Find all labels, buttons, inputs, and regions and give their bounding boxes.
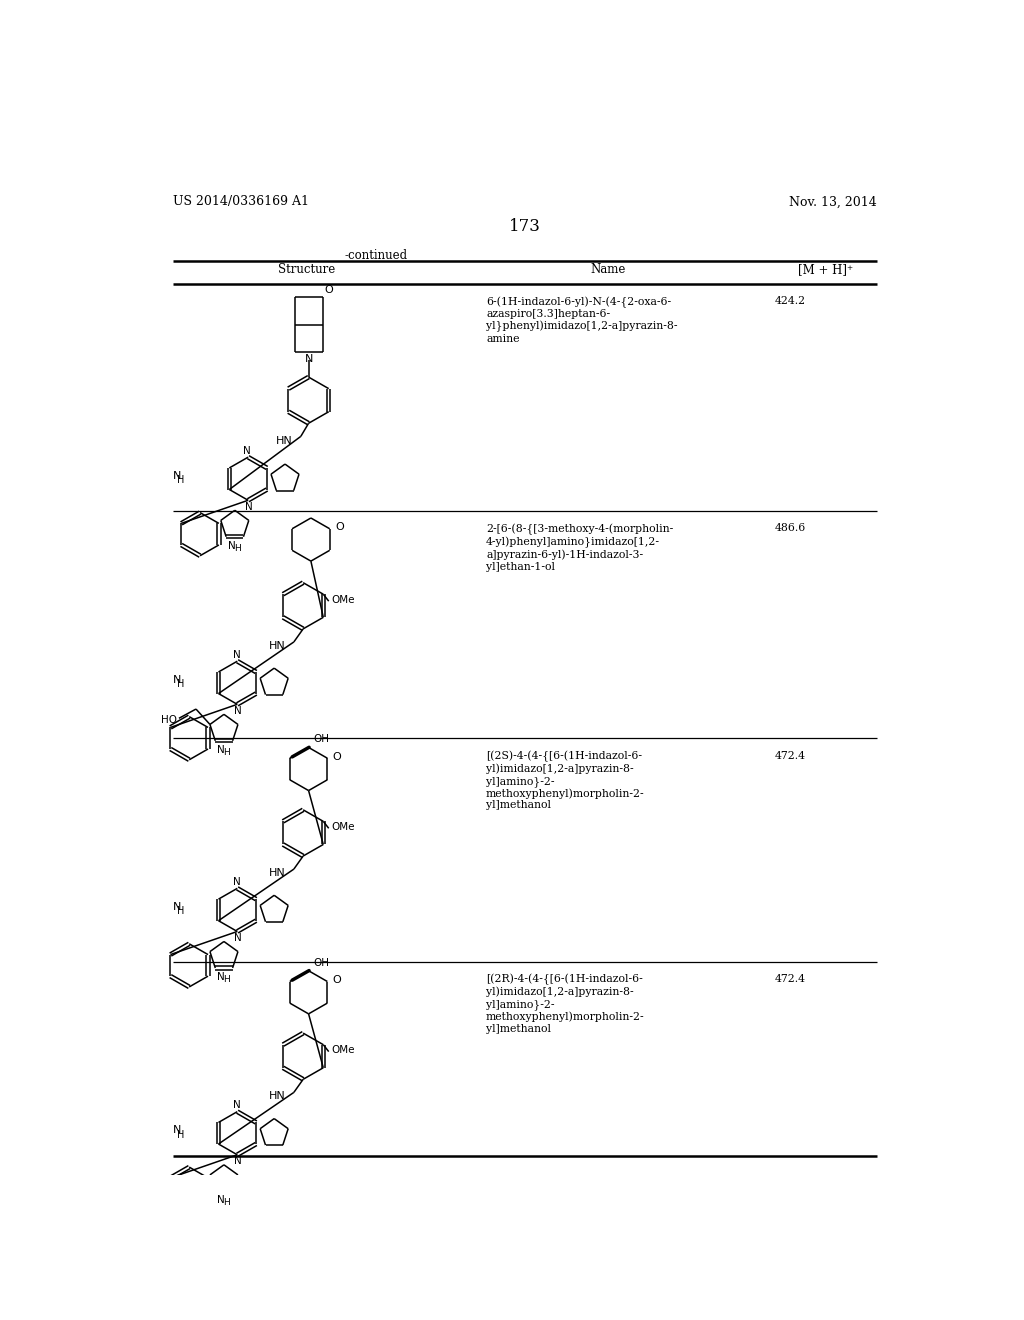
Text: OH: OH xyxy=(313,734,329,744)
Text: [M + H]⁺: [M + H]⁺ xyxy=(798,263,853,276)
Text: 486.6: 486.6 xyxy=(775,524,806,533)
Text: 472.4: 472.4 xyxy=(775,974,806,983)
Text: H: H xyxy=(223,747,229,756)
Text: N: N xyxy=(232,876,241,887)
Text: N: N xyxy=(173,471,181,480)
Text: N: N xyxy=(227,541,236,550)
Text: [(2R)-4-(4-{[6-(1H-indazol-6-
yl)imidazo[1,2-a]pyrazin-8-
yl]amino}-2-
methoxyph: [(2R)-4-(4-{[6-(1H-indazol-6- yl)imidazo… xyxy=(486,974,645,1034)
Text: N: N xyxy=(245,502,253,512)
Text: N: N xyxy=(234,1156,242,1167)
Text: 472.4: 472.4 xyxy=(775,751,806,760)
Text: -continued: -continued xyxy=(344,249,408,263)
Text: Structure: Structure xyxy=(278,263,335,276)
Text: 2-[6-(8-{[3-methoxy-4-(morpholin-
4-yl)phenyl]amino}imidazo[1,2-
a]pyrazin-6-yl): 2-[6-(8-{[3-methoxy-4-(morpholin- 4-yl)p… xyxy=(486,524,674,572)
Text: HN: HN xyxy=(269,1092,286,1101)
Text: 173: 173 xyxy=(509,218,541,235)
Text: OH: OH xyxy=(313,958,329,968)
Text: N: N xyxy=(244,446,251,455)
Text: H: H xyxy=(233,544,241,553)
Text: H: H xyxy=(223,975,229,983)
Text: US 2014/0336169 A1: US 2014/0336169 A1 xyxy=(173,195,309,209)
Text: HN: HN xyxy=(269,869,286,878)
Text: N: N xyxy=(173,1125,181,1135)
Text: 6-(1H-indazol-6-yl)-N-(4-{2-oxa-6-
azaspiro[3.3]heptan-6-
yl}phenyl)imidazo[1,2-: 6-(1H-indazol-6-yl)-N-(4-{2-oxa-6- azasp… xyxy=(486,296,678,343)
Text: N: N xyxy=(217,972,224,982)
Text: O: O xyxy=(335,523,344,532)
Text: O: O xyxy=(325,285,334,296)
Text: O: O xyxy=(333,751,341,762)
Text: HO: HO xyxy=(162,715,177,725)
Text: [(2S)-4-(4-{[6-(1H-indazol-6-
yl)imidazo[1,2-a]pyrazin-8-
yl]amino}-2-
methoxyph: [(2S)-4-(4-{[6-(1H-indazol-6- yl)imidazo… xyxy=(486,751,645,810)
Text: OMe: OMe xyxy=(331,1045,354,1055)
Text: OMe: OMe xyxy=(331,594,354,605)
Text: N: N xyxy=(173,902,181,912)
Text: H: H xyxy=(177,680,184,689)
Text: HN: HN xyxy=(269,640,286,651)
Text: N: N xyxy=(173,675,181,685)
Text: O: O xyxy=(333,975,341,985)
Text: 424.2: 424.2 xyxy=(775,296,806,306)
Text: H: H xyxy=(223,1199,229,1208)
Text: Nov. 13, 2014: Nov. 13, 2014 xyxy=(788,195,877,209)
Text: Name: Name xyxy=(591,263,627,276)
Text: H: H xyxy=(177,907,184,916)
Text: N: N xyxy=(232,649,241,660)
Text: N: N xyxy=(234,933,242,942)
Text: N: N xyxy=(234,706,242,715)
Text: N: N xyxy=(304,354,312,364)
Text: HN: HN xyxy=(276,436,293,446)
Text: H: H xyxy=(177,475,184,486)
Text: N: N xyxy=(232,1100,241,1110)
Text: H: H xyxy=(177,1130,184,1139)
Text: N: N xyxy=(217,744,224,755)
Text: N: N xyxy=(217,1195,224,1205)
Text: OMe: OMe xyxy=(331,822,354,832)
